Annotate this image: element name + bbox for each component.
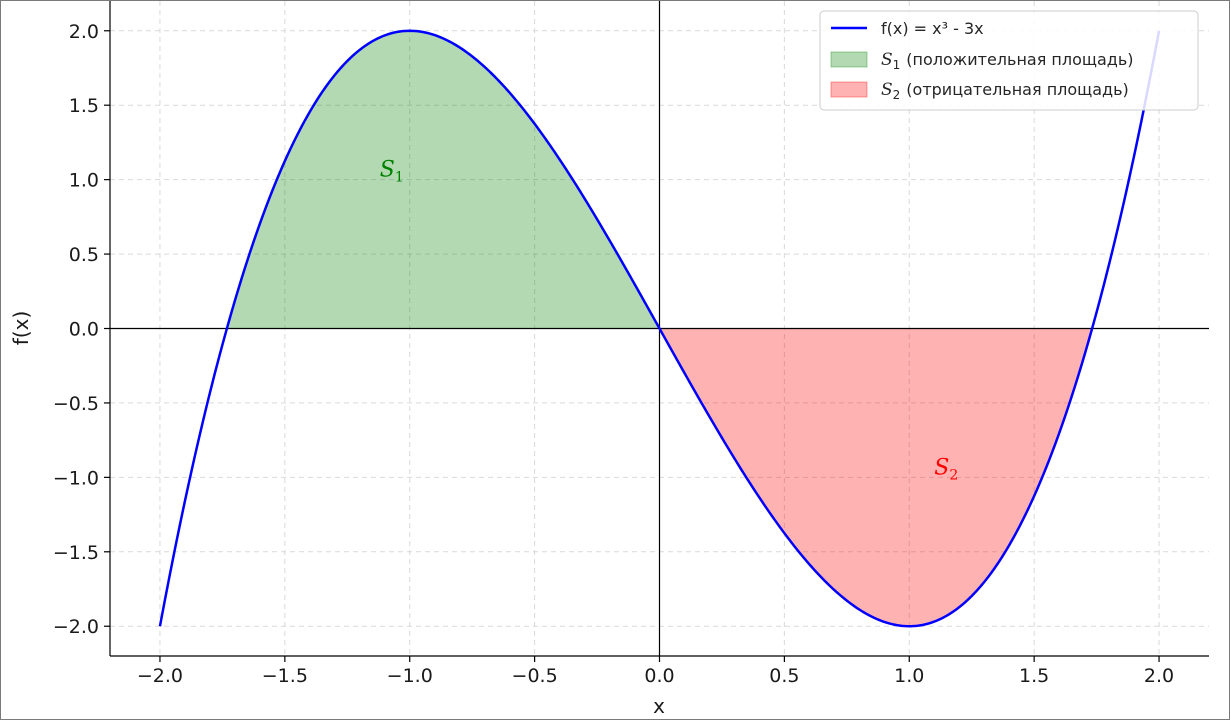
legend-entry-s1: S1 (положительная площадь)	[881, 50, 1134, 72]
legend-swatch-s1	[830, 51, 868, 68]
x-tick-label: −1.0	[387, 665, 433, 687]
curve-layer	[158, 29, 1161, 628]
function-curve	[158, 29, 1161, 628]
legend-entry-s1-text: (положительная площадь)	[906, 50, 1133, 69]
legend-swatch-s2	[830, 81, 868, 98]
y-tick-label: 2.0	[69, 21, 99, 43]
shaded-region-s1	[226, 30, 660, 329]
region-label-s2: S2	[934, 455, 958, 483]
legend-entry-function: f(x) = x³ - 3x	[881, 19, 984, 38]
legend: f(x) = x³ - 3x S1 (положительная площадь)…	[819, 10, 1199, 111]
y-tick-label: −1.0	[53, 467, 99, 489]
y-tick-label: 1.5	[69, 95, 99, 117]
x-tick-label: 1.5	[1019, 665, 1049, 687]
legend-box	[819, 10, 1199, 111]
y-axis-label: f(x)	[9, 311, 33, 345]
x-tick-label: 0.5	[769, 665, 799, 687]
shaded-regions	[226, 30, 1093, 627]
axes	[104, 1, 1209, 662]
y-tick-label: 0.0	[69, 319, 99, 341]
tick-labels: −2.0 −1.5 −1.0 −0.5 0.0 0.5 1.0 1.5 2.0 −2.0 −1.5 −…	[53, 21, 1174, 687]
region-labels: S1 S2	[380, 158, 958, 484]
y-tick-label: 0.5	[69, 244, 99, 266]
y-tick-label: 1.0	[69, 170, 99, 192]
x-tick-label: 2.0	[1144, 665, 1174, 687]
y-tick-label: −0.5	[53, 393, 99, 415]
x-axis-label: x	[653, 694, 665, 718]
x-tick-label: −1.5	[262, 665, 308, 687]
shaded-region-s2	[659, 328, 1093, 627]
x-tick-label: 0.0	[644, 665, 674, 687]
y-tick-label: −2.0	[53, 616, 99, 638]
legend-entry-s2-text: (отрицательная площадь)	[906, 80, 1128, 99]
x-tick-label: −0.5	[512, 665, 558, 687]
x-tick-label: 1.0	[894, 665, 924, 687]
region-label-s1: S1	[380, 158, 404, 186]
legend-entry-s2: S2 (отрицательная площадь)	[881, 80, 1129, 102]
x-tick-label: −2.0	[137, 665, 183, 687]
y-tick-label: −1.5	[53, 542, 99, 564]
